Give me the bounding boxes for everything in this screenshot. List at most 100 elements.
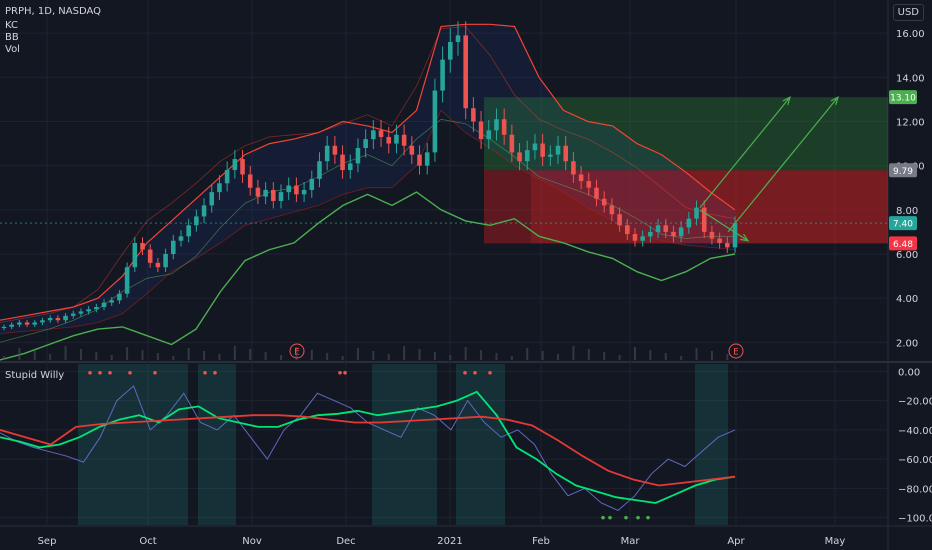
time-tick-label: Sep (38, 536, 57, 547)
candle-body (648, 231, 653, 237)
osc-tick-label: −80.00 (898, 484, 932, 495)
candle-body (594, 187, 599, 199)
candle-body (578, 174, 584, 182)
osc-tick-label: −60.00 (898, 455, 932, 466)
time-tick-label: Nov (242, 536, 262, 547)
volume-bar (541, 351, 544, 360)
candle-body (55, 318, 61, 321)
osc-tick-label: −20.00 (898, 397, 932, 408)
trend-arrow (699, 96, 791, 208)
signal-highlight-zone (456, 364, 505, 525)
volume-bar (618, 355, 621, 360)
candle-body (671, 231, 676, 237)
keltner-lower-line (0, 109, 736, 334)
oversold-dot (624, 515, 628, 520)
candle-body (109, 300, 115, 303)
volume-bar (372, 351, 375, 360)
candle-body (686, 218, 692, 228)
volume-bar (449, 355, 452, 360)
volume-bar (695, 348, 698, 360)
osc-tick-label: 0.00 (898, 367, 920, 378)
indicator-label-bb[interactable]: BB (5, 32, 19, 43)
candle-body (432, 90, 438, 153)
candle-body (194, 216, 199, 226)
volume-bar (526, 348, 529, 360)
candle-body (124, 267, 130, 294)
volume-bar (418, 349, 421, 360)
time-tick-label: Oct (139, 536, 156, 547)
volume-bar (233, 346, 236, 360)
overbought-dot (108, 370, 112, 375)
price-tick-label: 4.00 (896, 294, 918, 305)
candle-body (371, 130, 376, 140)
volume-bar (64, 346, 67, 360)
volume-bar (403, 346, 406, 360)
candle-body (571, 161, 576, 175)
signal-highlight-zone (78, 364, 188, 525)
candle-body (24, 322, 30, 325)
volume-bar (633, 347, 636, 360)
price-label-text: 9.79 (893, 167, 913, 177)
candle-body (317, 161, 322, 179)
price-label-box (889, 236, 917, 251)
oscillator-line-3 (0, 414, 736, 487)
candle-body (17, 322, 22, 325)
price-label-text: 13.10 (890, 94, 916, 104)
oversold-dot (646, 515, 650, 520)
oversold-dot (636, 515, 640, 520)
candle-body (147, 249, 153, 263)
signal-highlight-zone (198, 364, 236, 525)
symbol-title: PRPH, 1D, NASDAQ (5, 6, 102, 17)
candle-body (247, 174, 253, 188)
candle-body (632, 234, 638, 241)
oversold-dot (601, 515, 605, 520)
candle-body (86, 309, 91, 312)
volume-bar (387, 354, 390, 360)
volume-bar (464, 347, 467, 360)
bollinger-lower-line (0, 191, 736, 361)
candle-body (517, 152, 522, 162)
candle-body (424, 152, 430, 166)
volume-bar (18, 348, 21, 360)
signal-highlight-zone (695, 364, 728, 525)
candle-body (732, 223, 738, 248)
trend-arrow-head (782, 95, 791, 106)
indicator-label-vol[interactable]: Vol (5, 44, 20, 55)
candle-body (524, 150, 530, 162)
earnings-marker (289, 343, 305, 359)
volume-bar (3, 356, 5, 360)
candle-body (170, 240, 176, 254)
price-tick-label: 6.00 (896, 250, 918, 261)
oscillator-label[interactable]: Stupid Willy (5, 370, 65, 381)
candle-body (140, 242, 145, 250)
oversold-dot (608, 515, 612, 520)
indicator-label-kc[interactable]: KC (5, 20, 18, 31)
overbought-dot (338, 370, 342, 375)
candle-body (363, 139, 368, 148)
candle-body (471, 108, 476, 122)
candle-body (70, 313, 76, 316)
candle-body (209, 192, 215, 206)
candle-body (417, 154, 422, 166)
candle-body (224, 170, 230, 184)
currency-badge[interactable]: USD (892, 4, 924, 21)
candle-body (655, 225, 661, 232)
volume-bar (187, 348, 190, 360)
volume-bar (49, 354, 52, 360)
candle-body (478, 121, 484, 140)
price-tick-label: 12.00 (896, 117, 925, 128)
overbought-dot (343, 370, 347, 375)
trend-arrow-head (830, 95, 839, 106)
candle-body (355, 147, 361, 164)
volume-bar (603, 352, 606, 360)
candle-body (463, 35, 468, 109)
volume-bar (33, 351, 36, 360)
time-tick-label: Mar (621, 536, 641, 547)
overbought-dot (213, 370, 217, 375)
candle-body (609, 205, 615, 215)
volume-bar (172, 356, 175, 360)
candle-body (155, 262, 161, 268)
overbought-dot (88, 370, 92, 375)
